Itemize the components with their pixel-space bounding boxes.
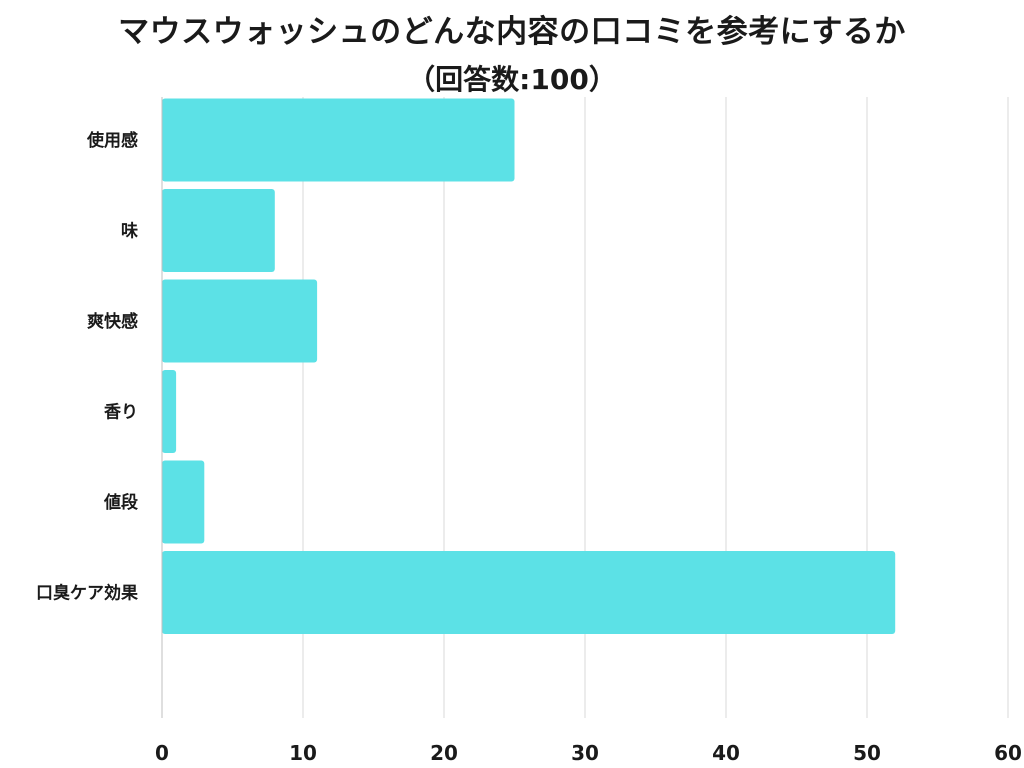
bar-3 — [162, 370, 177, 453]
category-label-2: 爽快感 — [87, 311, 138, 332]
bar-2 — [162, 279, 318, 363]
bar-1 — [162, 189, 275, 272]
bar-5 — [162, 551, 896, 634]
x-tick-label-0: 0 — [155, 741, 169, 765]
bar-4 — [162, 460, 205, 544]
category-label-5: 口臭ケア効果 — [36, 583, 138, 604]
chart-title: マウスウォッシュのどんな内容の口コミを参考にするか — [118, 14, 906, 50]
bar-0 — [162, 98, 515, 182]
x-tick-label-5: 50 — [853, 741, 881, 765]
x-tick-label-2: 20 — [430, 741, 458, 765]
category-label-4: 値段 — [103, 492, 138, 513]
x-tick-label-6: 60 — [994, 741, 1022, 765]
x-tick-label-3: 30 — [571, 741, 599, 765]
bars — [162, 98, 896, 634]
x-tick-label-4: 40 — [712, 741, 740, 765]
category-label-1: 味 — [121, 221, 138, 242]
x-tick-label-1: 10 — [289, 741, 317, 765]
chart-subtitle: （回答数:100） — [407, 63, 617, 96]
category-label-0: 使用感 — [86, 130, 138, 151]
category-label-3: 香り — [104, 403, 138, 423]
